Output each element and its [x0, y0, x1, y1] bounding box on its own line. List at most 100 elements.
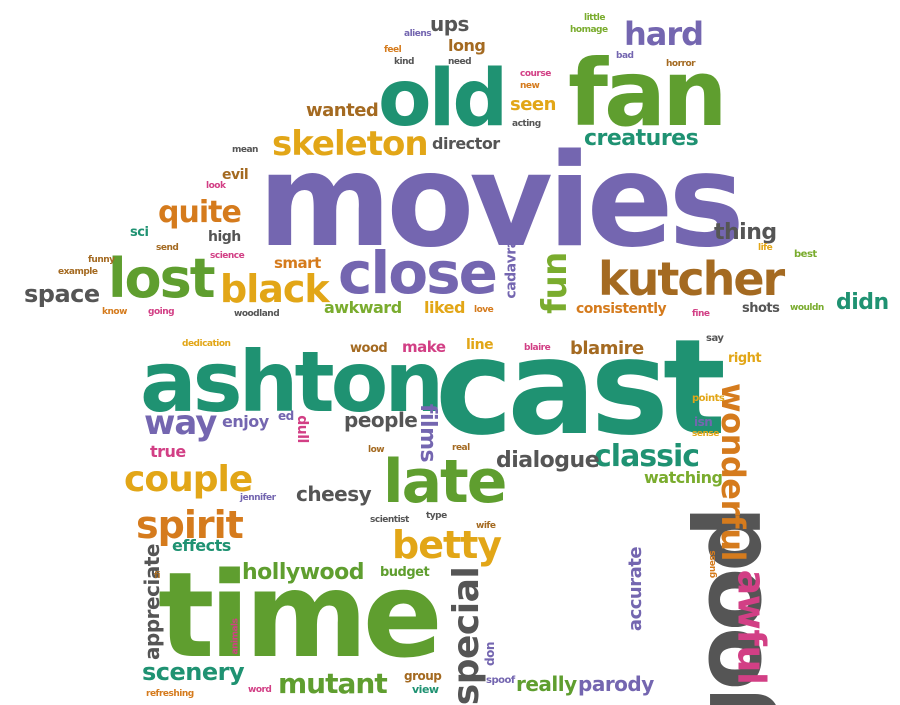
word-time: time — [158, 546, 443, 684]
word-funny: funny — [88, 255, 115, 265]
word-aliens: aliens — [404, 29, 432, 39]
word-ashton: ashton — [140, 333, 444, 431]
word-betty: betty — [392, 523, 502, 567]
word-creatures: creatures — [584, 126, 699, 151]
word-fine: fine — [692, 309, 710, 319]
word-word: word — [248, 685, 272, 695]
word-awful: awful — [729, 569, 774, 685]
word-cadavra: cadavra — [503, 239, 520, 299]
word-old: old — [378, 54, 508, 144]
word-classic: classic — [594, 439, 700, 474]
word-scenery: scenery — [142, 658, 245, 686]
word-blamire: blamire — [570, 338, 644, 359]
word-isn: isn — [694, 415, 713, 429]
word-lost: lost — [108, 247, 216, 310]
word-effects: effects — [172, 536, 231, 555]
word-know: know — [102, 307, 127, 317]
word-enjoy: enjoy — [222, 412, 269, 431]
word-budget: budget — [380, 565, 430, 580]
word-liked: liked — [424, 298, 465, 317]
word-new: new — [520, 81, 540, 91]
word-life: life — [758, 243, 773, 253]
word-accurate: accurate — [625, 546, 647, 632]
word-homage: homage — [570, 25, 608, 35]
word-course: course — [520, 69, 551, 79]
word-ups: ups — [430, 12, 469, 36]
word-mutant: mutant — [278, 667, 388, 700]
word-dialogue: dialogue — [496, 448, 600, 473]
word-close: close — [338, 239, 498, 307]
word-refreshing: refreshing — [146, 689, 194, 699]
word-thing: thing — [714, 220, 777, 245]
word-director: director — [432, 134, 500, 153]
word-shots: shots — [742, 301, 780, 316]
word-fun: fun — [534, 252, 575, 314]
word-hard: hard — [624, 15, 704, 53]
word-black: black — [220, 267, 330, 311]
word-didn: didn — [836, 290, 889, 315]
word-movies: movies — [258, 127, 745, 276]
word-skeleton: skeleton — [272, 124, 429, 164]
word-watching: watching — [644, 468, 723, 487]
word-seen: seen — [510, 94, 556, 115]
word-wouldn: wouldn — [790, 303, 824, 313]
word-horror: horror — [666, 59, 696, 69]
word-best: best — [794, 249, 817, 260]
word-awkward: awkward — [324, 298, 402, 317]
word-points: points — [692, 393, 725, 404]
word-way: way — [144, 403, 217, 443]
word-example: example — [58, 267, 98, 277]
word-ed: ed — [278, 409, 294, 423]
word-space: space — [24, 280, 100, 308]
word-scientist: scientist — [370, 515, 409, 525]
word-fi: fi — [154, 571, 161, 581]
word-high: high — [208, 229, 241, 245]
word-love: love — [474, 305, 494, 315]
word-films: films — [415, 403, 441, 463]
word-guess: guess — [708, 550, 719, 579]
word-parody: parody — [578, 672, 654, 696]
word-evil: evil — [222, 167, 249, 183]
word-line: line — [466, 337, 494, 353]
word-view: view — [412, 683, 439, 696]
word-blaire: blaire — [524, 343, 551, 353]
word-look: look — [206, 181, 226, 191]
word-make: make — [402, 338, 446, 356]
word-special: special — [446, 566, 488, 705]
word-really: really — [516, 672, 577, 696]
word-need: need — [448, 57, 472, 67]
word-quite: quite — [158, 195, 242, 230]
word-long: long — [448, 36, 486, 55]
word-sci: sci — [130, 225, 149, 240]
word-real: real — [452, 443, 470, 453]
word-consistently: consistently — [576, 301, 667, 317]
word-send: send — [156, 243, 179, 253]
word-kind: kind — [394, 57, 414, 67]
word-dedication: dedication — [182, 339, 231, 349]
word-spoof: spoof — [486, 675, 515, 686]
word-woodland: woodland — [234, 309, 280, 319]
word-bad: bad — [616, 51, 634, 61]
word-hollywood: hollywood — [242, 560, 365, 585]
word-spirit: spirit — [136, 503, 244, 547]
word-don: don — [482, 642, 497, 666]
word-mean: mean — [232, 145, 258, 155]
word-little: little — [584, 13, 605, 23]
word-wanted: wanted — [306, 100, 379, 121]
word-appreciate: appreciate — [139, 544, 164, 660]
word-smart: smart — [274, 254, 321, 272]
word-wife: wife — [476, 521, 496, 531]
word-science: science — [210, 251, 245, 261]
word-group: group — [404, 669, 442, 683]
word-fan: fan — [568, 40, 728, 147]
word-cheesy: cheesy — [296, 482, 372, 506]
word-cast: cast — [435, 311, 726, 465]
word-say: say — [706, 333, 724, 344]
word-type: type — [426, 511, 447, 521]
word-couple: couple — [124, 459, 253, 500]
word-acting: acting — [512, 119, 541, 129]
word-low: low — [368, 445, 385, 455]
word-wood: wood — [350, 341, 388, 356]
word-true: true — [150, 442, 186, 461]
word-people: people — [344, 408, 418, 432]
